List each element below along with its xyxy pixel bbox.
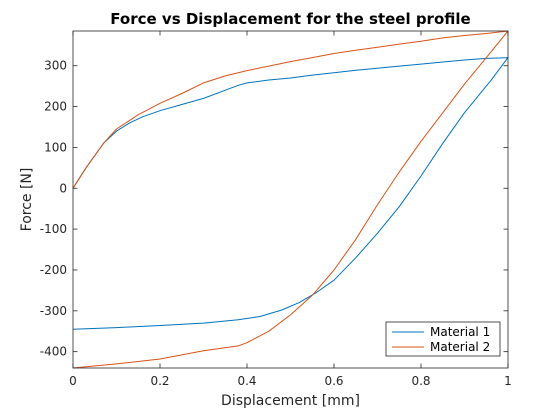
y-tick-label: 300 bbox=[44, 59, 67, 73]
x-tick-label: 0.4 bbox=[237, 374, 256, 388]
series-layer bbox=[72, 30, 509, 369]
y-tick-label: -300 bbox=[40, 304, 67, 318]
x-tick-label: 0.8 bbox=[411, 374, 430, 388]
series-line-1 bbox=[72, 57, 509, 330]
y-tick-label: 200 bbox=[44, 100, 67, 114]
y-axis-ticks: -400 -300 -200 -100 0 100 200 300 bbox=[40, 59, 508, 359]
y-tick-label: -200 bbox=[40, 263, 67, 277]
chart-title: Force vs Displacement for the steel prof… bbox=[110, 10, 470, 28]
series-line-2 bbox=[72, 30, 509, 369]
y-axis-label: Force [N] bbox=[19, 168, 35, 232]
y-tick-label: 0 bbox=[59, 181, 67, 195]
legend-label-2: Material 2 bbox=[430, 340, 490, 354]
legend-label-1: Material 1 bbox=[430, 325, 490, 339]
y-tick-label: 100 bbox=[44, 140, 67, 154]
axes-box bbox=[72, 30, 509, 369]
x-tick-label: 0.2 bbox=[150, 374, 169, 388]
y-tick-label: -400 bbox=[40, 345, 67, 359]
x-tick-label: 0 bbox=[69, 374, 77, 388]
legend-box bbox=[385, 321, 501, 357]
y-tick-label: -100 bbox=[40, 222, 67, 236]
x-axis-ticks: 0 0.2 0.4 0.6 0.8 1 bbox=[69, 31, 512, 388]
x-tick-label: 1 bbox=[504, 374, 512, 388]
x-axis-label: Displacement [mm] bbox=[221, 393, 360, 409]
plot-area bbox=[73, 31, 508, 368]
x-tick-label: 0.6 bbox=[324, 374, 343, 388]
